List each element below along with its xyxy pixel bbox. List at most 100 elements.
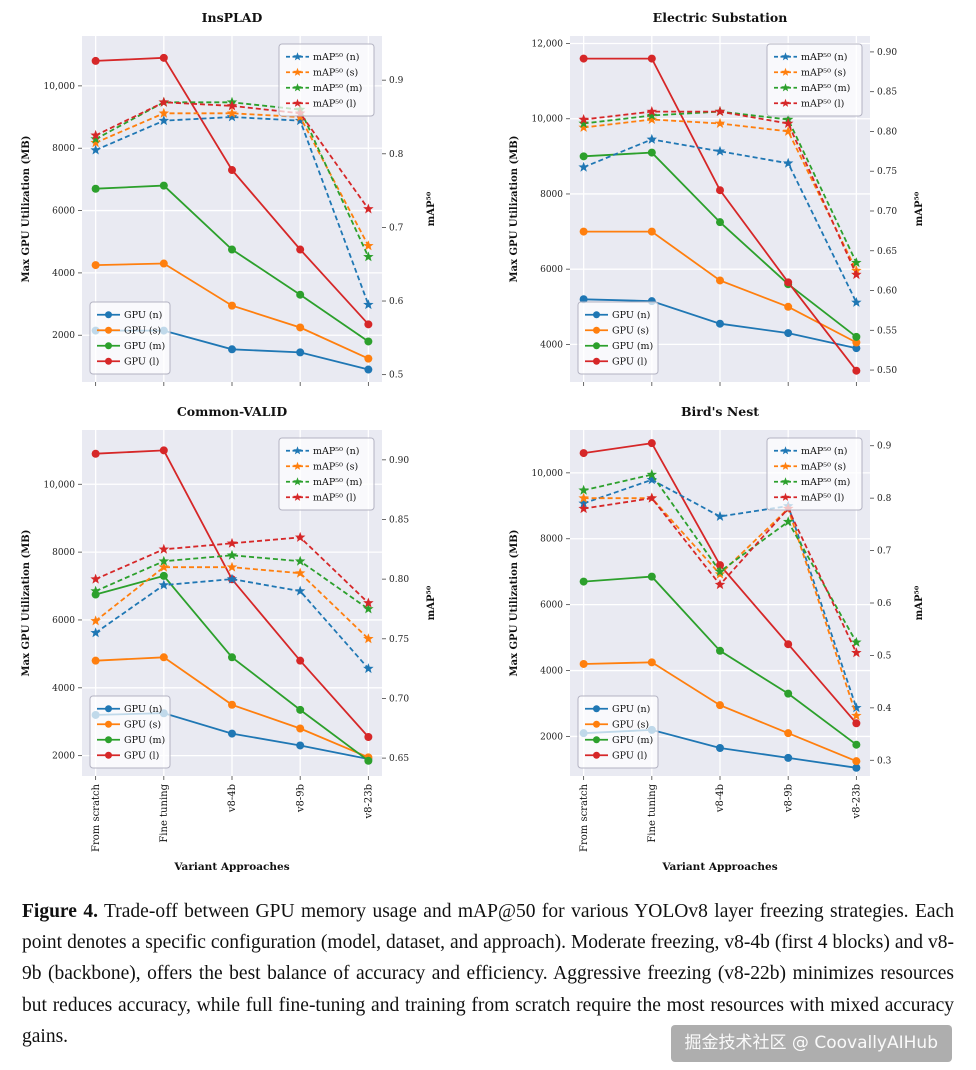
series-GPU (s) xyxy=(579,227,861,347)
star-marker xyxy=(294,567,306,578)
left-tick-label: 12,000 xyxy=(532,40,564,50)
circle-marker xyxy=(647,227,656,236)
legend-label: mAP⁵⁰ (s) xyxy=(313,461,358,472)
legend-map: mAP⁵⁰ (n) mAP⁵⁰ (s) mAP⁵⁰ (m) mAP⁵⁰ (l) xyxy=(766,43,863,117)
star-marker xyxy=(158,561,170,572)
x-tick-label: From scratch xyxy=(91,783,102,851)
circle-marker xyxy=(296,741,305,750)
x-axis-label: Variant Approaches xyxy=(661,861,777,873)
right-tick-label: 0.3 xyxy=(877,756,892,766)
right-tick-label: 0.80 xyxy=(389,575,409,585)
circle-marker xyxy=(593,311,600,319)
circle-marker xyxy=(296,245,305,254)
star-marker xyxy=(226,573,238,584)
star-marker xyxy=(714,145,726,156)
chart-canvas-common-valid: 2000 4000 6000 8000 10,000 0.65 0.70 0.75 0.80 0.… xyxy=(14,422,474,878)
left-tick-label: 4000 xyxy=(52,269,75,279)
star-marker xyxy=(781,492,790,501)
circle-marker xyxy=(296,724,305,733)
circle-marker xyxy=(852,344,861,353)
left-tick-label: 6000 xyxy=(540,601,563,611)
star-marker xyxy=(158,579,170,590)
star-marker xyxy=(226,111,238,122)
legend-map: mAP⁵⁰ (n) mAP⁵⁰ (s) mAP⁵⁰ (m) mAP⁵⁰ (l) xyxy=(278,437,375,511)
circle-marker xyxy=(91,449,100,458)
star-marker xyxy=(90,129,101,140)
chart-canvas-birds-nest: 2000 4000 6000 8000 10,000 0.3 0.4 0.5 0.6 0.7 0.8… xyxy=(502,422,962,878)
legend-label: mAP⁵⁰ (l) xyxy=(313,98,356,109)
left-tick-label: 4000 xyxy=(52,684,75,694)
legend-gpu: GPU (n) GPU (s) GPU (m) GPU (l) xyxy=(89,695,171,769)
star-marker xyxy=(714,106,726,117)
circle-marker xyxy=(716,319,724,328)
axis-ticks: 2000 4000 6000 8000 10,000 0.5 0.6 0.7 0.8 0.9 xyxy=(44,76,404,386)
circle-marker xyxy=(159,53,168,62)
circle-marker xyxy=(364,365,373,374)
caption-text: Trade-off between GPU memory usage and m… xyxy=(22,901,954,1047)
circle-marker xyxy=(228,166,236,175)
right-axis-label: mAP⁵⁰ xyxy=(914,191,925,226)
x-tick-label: v8-9b xyxy=(783,784,794,813)
legend-map: mAP⁵⁰ (n) mAP⁵⁰ (s) mAP⁵⁰ (m) mAP⁵⁰ (l) xyxy=(766,437,863,511)
legend-label: GPU (s) xyxy=(124,719,161,730)
left-tick-label: 4000 xyxy=(540,667,563,677)
star-marker xyxy=(578,492,589,503)
series-mAP⁵⁰ (m) xyxy=(90,549,374,614)
circle-marker xyxy=(716,743,724,752)
right-tick-label: 0.75 xyxy=(877,167,897,177)
x-axis-label: Variant Approaches xyxy=(173,861,289,873)
legend-label: mAP⁵⁰ (m) xyxy=(313,477,362,488)
star-marker xyxy=(646,114,658,124)
star-marker xyxy=(578,497,589,508)
star-marker xyxy=(158,107,170,118)
star-marker xyxy=(363,299,374,310)
legend-label: mAP⁵⁰ (s) xyxy=(313,67,358,78)
right-tick-label: 0.8 xyxy=(877,494,892,504)
x-tick-label: v8-9b xyxy=(295,784,306,813)
circle-marker xyxy=(593,326,600,334)
star-marker xyxy=(363,203,374,214)
circle-marker xyxy=(364,756,373,765)
circle-marker xyxy=(593,357,600,365)
star-marker xyxy=(851,636,862,647)
star-marker xyxy=(782,516,794,527)
star-marker xyxy=(294,585,306,596)
star-marker xyxy=(781,98,790,107)
right-axis-label: mAP⁵⁰ xyxy=(914,585,925,620)
star-marker xyxy=(293,492,302,501)
star-marker xyxy=(363,240,374,251)
right-tick-label: 0.7 xyxy=(389,223,404,233)
left-tick-label: 8000 xyxy=(540,190,563,200)
legend-label: GPU (m) xyxy=(124,341,165,352)
circle-marker xyxy=(784,753,793,762)
x-tick-label: From scratch xyxy=(579,783,590,851)
legend-label: mAP⁵⁰ (n) xyxy=(801,52,847,63)
right-tick-label: 0.90 xyxy=(877,48,897,58)
left-tick-label: 10,000 xyxy=(44,480,76,490)
legend-label: GPU (n) xyxy=(612,310,650,321)
star-marker xyxy=(90,627,101,638)
star-marker xyxy=(226,107,238,118)
star-marker xyxy=(714,579,726,590)
star-marker xyxy=(782,125,794,136)
series-mAP⁵⁰ (l) xyxy=(578,106,862,280)
legend-label: GPU (s) xyxy=(612,325,649,336)
right-tick-label: 0.4 xyxy=(877,704,892,714)
star-marker xyxy=(294,555,306,566)
star-marker xyxy=(714,511,726,521)
chart-svg: 2000 4000 6000 8000 10,000 0.3 0.4 0.5 0.6 0.7 0.8… xyxy=(509,430,925,873)
series-GPU (m) xyxy=(579,572,861,749)
star-marker xyxy=(578,114,589,124)
right-tick-label: 0.5 xyxy=(877,651,892,661)
left-tick-label: 10,000 xyxy=(532,115,564,125)
star-marker xyxy=(851,257,862,268)
circle-marker xyxy=(579,152,588,161)
circle-marker xyxy=(105,357,112,365)
star-marker xyxy=(851,647,862,658)
circle-marker xyxy=(91,656,100,665)
legend-label: mAP⁵⁰ (n) xyxy=(313,446,359,457)
star-marker xyxy=(714,566,726,576)
left-tick-label: 10,000 xyxy=(532,469,564,479)
chart-title-common-valid: Common-VALID xyxy=(176,404,288,419)
circle-marker xyxy=(716,276,724,285)
